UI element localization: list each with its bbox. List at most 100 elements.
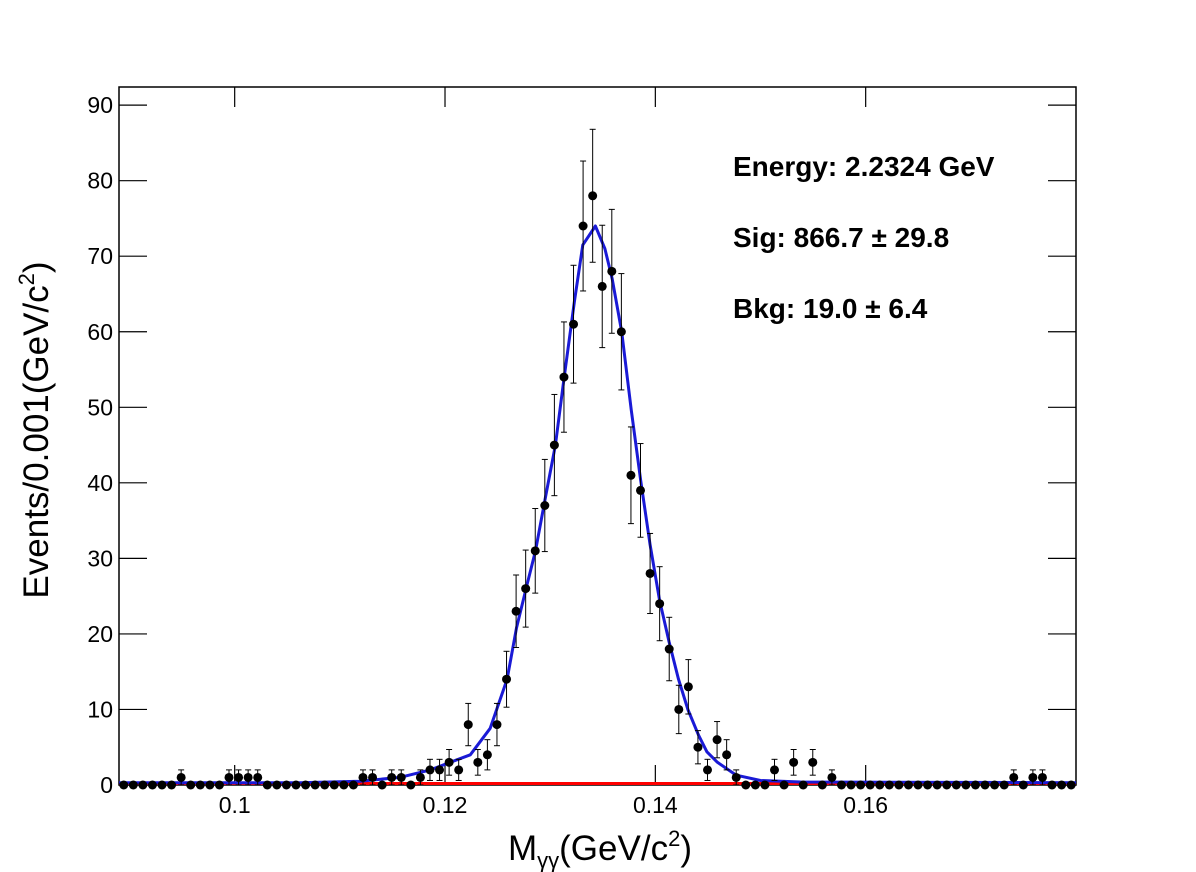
data-point <box>482 750 492 760</box>
data-point <box>942 780 952 790</box>
y-tick-label: 20 <box>87 621 113 647</box>
data-point <box>320 780 330 790</box>
data-point <box>406 780 416 790</box>
y-tick-label: 0 <box>100 772 113 798</box>
data-point <box>224 772 234 782</box>
data-point <box>588 191 598 201</box>
data-point <box>712 735 722 745</box>
data-point <box>980 780 990 790</box>
y-tick-label: 10 <box>87 696 113 722</box>
data-point <box>636 485 646 495</box>
y-tick-label: 60 <box>87 319 113 345</box>
x-tick-label: 0.12 <box>423 792 468 818</box>
data-point <box>511 606 521 616</box>
y-title-end: ) <box>17 261 56 273</box>
data-point <box>626 470 636 480</box>
data-point <box>1057 780 1067 790</box>
data-point <box>923 780 933 790</box>
data-point <box>769 765 779 775</box>
data-point <box>291 780 301 790</box>
data-point <box>990 780 1000 790</box>
data-point <box>846 780 856 790</box>
x-title-end: ) <box>680 829 692 868</box>
data-point <box>549 440 559 450</box>
data-point <box>234 772 244 782</box>
data-point <box>358 772 368 782</box>
data-point <box>808 757 818 767</box>
data-point <box>205 780 215 790</box>
x-title-sub: γγ <box>537 848 559 872</box>
data-point <box>387 772 397 782</box>
data-point <box>195 780 205 790</box>
y-title-sup: 2 <box>14 273 39 285</box>
data-point <box>856 780 866 790</box>
annotation: Sig: 866.7 ± 29.8 <box>733 222 949 253</box>
x-tick-label: 0.14 <box>633 792 678 818</box>
data-point <box>875 780 885 790</box>
data-point <box>243 772 253 782</box>
data-point <box>147 780 157 790</box>
data-point <box>1009 772 1019 782</box>
data-point <box>444 757 454 767</box>
data-point <box>492 720 502 730</box>
data-point <box>741 780 751 790</box>
data-point <box>789 757 799 767</box>
data-point <box>348 780 358 790</box>
y-tick-label: 80 <box>87 168 113 194</box>
data-point <box>310 780 320 790</box>
data-point <box>722 750 732 760</box>
data-point <box>1028 772 1038 782</box>
data-point <box>731 772 741 782</box>
data-point <box>339 780 349 790</box>
data-point <box>607 266 617 276</box>
data-point <box>693 742 703 752</box>
y-title-main: Events/0.001(GeV/c <box>17 285 56 598</box>
data-point <box>655 599 665 609</box>
data-point <box>1047 780 1057 790</box>
data-point <box>760 780 770 790</box>
y-tick-label: 90 <box>87 92 113 118</box>
data-point <box>674 704 684 714</box>
data-point <box>903 780 913 790</box>
data-point <box>798 780 808 790</box>
plot-frame <box>118 86 1077 786</box>
data-point <box>138 780 148 790</box>
data-point <box>128 780 138 790</box>
data-point <box>262 780 272 790</box>
x-title-main: M <box>508 829 537 868</box>
data-point <box>396 772 406 782</box>
data-point <box>999 780 1009 790</box>
y-axis-title: Events/0.001(GeV/c2) <box>14 261 56 598</box>
data-point <box>645 568 655 578</box>
data-point <box>683 682 693 692</box>
data-point <box>502 674 512 684</box>
data-point <box>913 780 923 790</box>
data-point <box>540 500 550 510</box>
data-point <box>157 780 167 790</box>
data-point <box>415 772 425 782</box>
data-point <box>664 644 674 654</box>
data-point <box>377 780 387 790</box>
data-point <box>569 319 579 329</box>
data-point <box>817 780 827 790</box>
y-tick-label: 50 <box>87 394 113 420</box>
data-point <box>368 772 378 782</box>
data-point <box>463 720 473 730</box>
data-point <box>1066 780 1076 790</box>
x-tick-label: 0.1 <box>219 792 251 818</box>
data-point <box>167 780 177 790</box>
data-point <box>214 780 224 790</box>
data-point <box>186 780 196 790</box>
data-point <box>951 780 961 790</box>
data-point <box>272 780 282 790</box>
data-point <box>473 757 483 767</box>
data-point <box>435 765 445 775</box>
y-tick-label: 70 <box>87 243 113 269</box>
fit-line <box>119 224 1077 785</box>
annotation: Energy: 2.2324 GeV <box>733 151 995 182</box>
data-point <box>1018 780 1028 790</box>
data-point <box>894 780 904 790</box>
data-point <box>836 780 846 790</box>
data-point <box>884 780 894 790</box>
